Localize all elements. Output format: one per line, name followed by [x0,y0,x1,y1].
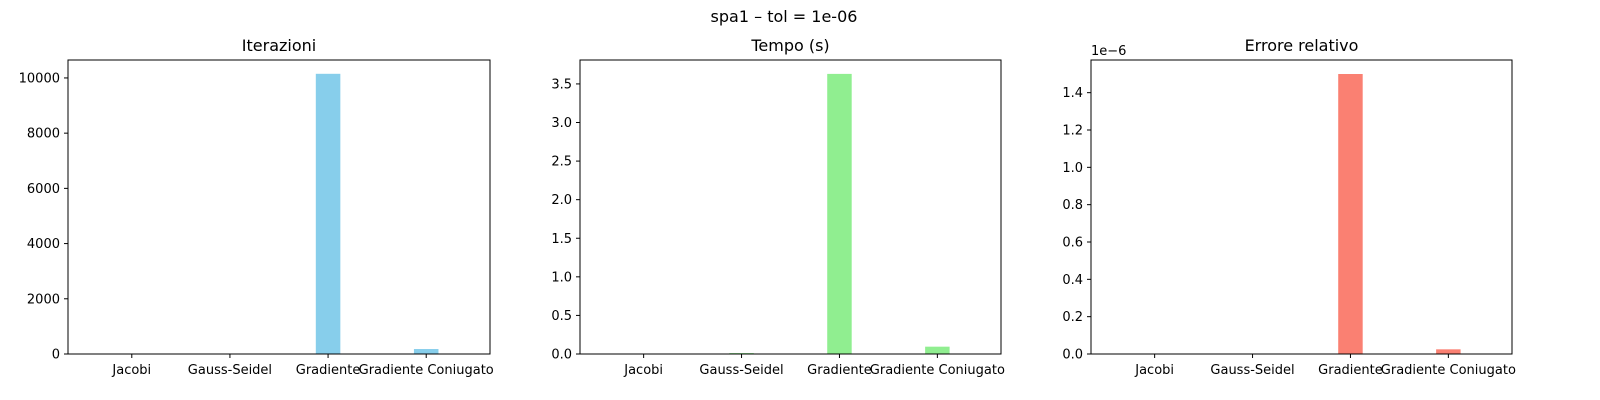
y-tick-label-errore-2: 0.2 [1062,310,1083,325]
axes-frame-tempo [579,59,1002,355]
bar-tempo-3 [827,73,852,354]
x-tick-label-tempo-3: Gradiente [807,363,872,378]
y-tick-label-iterazioni-6: 10000 [19,71,60,86]
y-tick-label-errore-5: 0.8 [1062,198,1083,213]
x-tick-label-iterazioni-1: Jacobi [111,363,151,378]
x-tick-label-iterazioni-2: Gauss-Seidel [188,363,272,378]
figure-title: spa1 – tol = 1e-06 [711,7,858,26]
y-tick-label-iterazioni-2: 2000 [27,292,60,307]
bar-errore-4 [1436,349,1461,354]
y-tick-label-iterazioni-5: 8000 [27,127,60,142]
x-tick-label-iterazioni-4: Gradiente Coniugato [359,363,494,378]
y-tick-label-tempo-1: 0.0 [551,348,572,363]
chart-errore: Errore relativo Jacobi Gauss-Seidel Gradien… [1062,36,1516,378]
axes-frame-iterazioni [67,59,491,355]
x-tick-label-tempo-1: Jacobi [623,363,663,378]
chart-title-iterazioni: Iterazioni [242,36,316,55]
y-tick-label-tempo-3: 1.0 [551,270,572,285]
y-tick-label-errore-8: 1.4 [1062,86,1083,101]
bar-iterazioni-4 [413,349,439,354]
x-tick-label-iterazioni-3: Gradiente [296,363,361,378]
bar-iterazioni-3 [315,73,341,354]
bar-tempo-4 [925,346,950,354]
chart-tempo: Tempo (s) Jacobi Gauss-Seidel GradienteGrad… [551,36,1005,378]
y-tick-label-iterazioni-4: 6000 [27,182,60,197]
y-tick-label-errore-1: 0.0 [1062,348,1083,363]
y-tick-label-tempo-6: 2.5 [551,155,572,170]
y-tick-label-iterazioni-3: 4000 [27,237,60,252]
y-tick-label-tempo-8: 3.5 [551,77,572,92]
y-tick-label-errore-3: 0.4 [1062,273,1083,288]
x-tick-label-errore-2: Gauss-Seidel [1210,363,1294,378]
y-offset-label-errore: 1e−6 [1091,44,1126,59]
chart-iterazioni: Iterazioni Jacobi Gauss-Seidel GradienteGra… [19,36,494,378]
y-tick-label-tempo-4: 1.5 [551,232,572,247]
y-tick-label-errore-6: 1.0 [1062,161,1083,176]
x-tick-label-errore-1: Jacobi [1134,363,1174,378]
x-tick-label-tempo-2: Gauss-Seidel [699,363,783,378]
y-tick-label-errore-7: 1.2 [1062,124,1083,139]
y-tick-label-iterazioni-1: 0 [52,348,60,363]
y-tick-label-tempo-7: 3.0 [551,116,572,131]
bar-errore-3 [1338,74,1363,354]
chart-title-errore: Errore relativo [1245,36,1359,55]
x-tick-label-errore-3: Gradiente [1318,363,1383,378]
x-tick-label-errore-4: Gradiente Coniugato [1381,363,1516,378]
axes-frame-errore [1090,59,1513,355]
y-tick-label-errore-4: 0.6 [1062,236,1083,251]
y-tick-label-tempo-5: 2.0 [551,193,572,208]
y-tick-label-tempo-2: 0.5 [551,309,572,324]
chart-title-tempo: Tempo (s) [750,36,829,55]
x-tick-label-tempo-4: Gradiente Coniugato [870,363,1005,378]
